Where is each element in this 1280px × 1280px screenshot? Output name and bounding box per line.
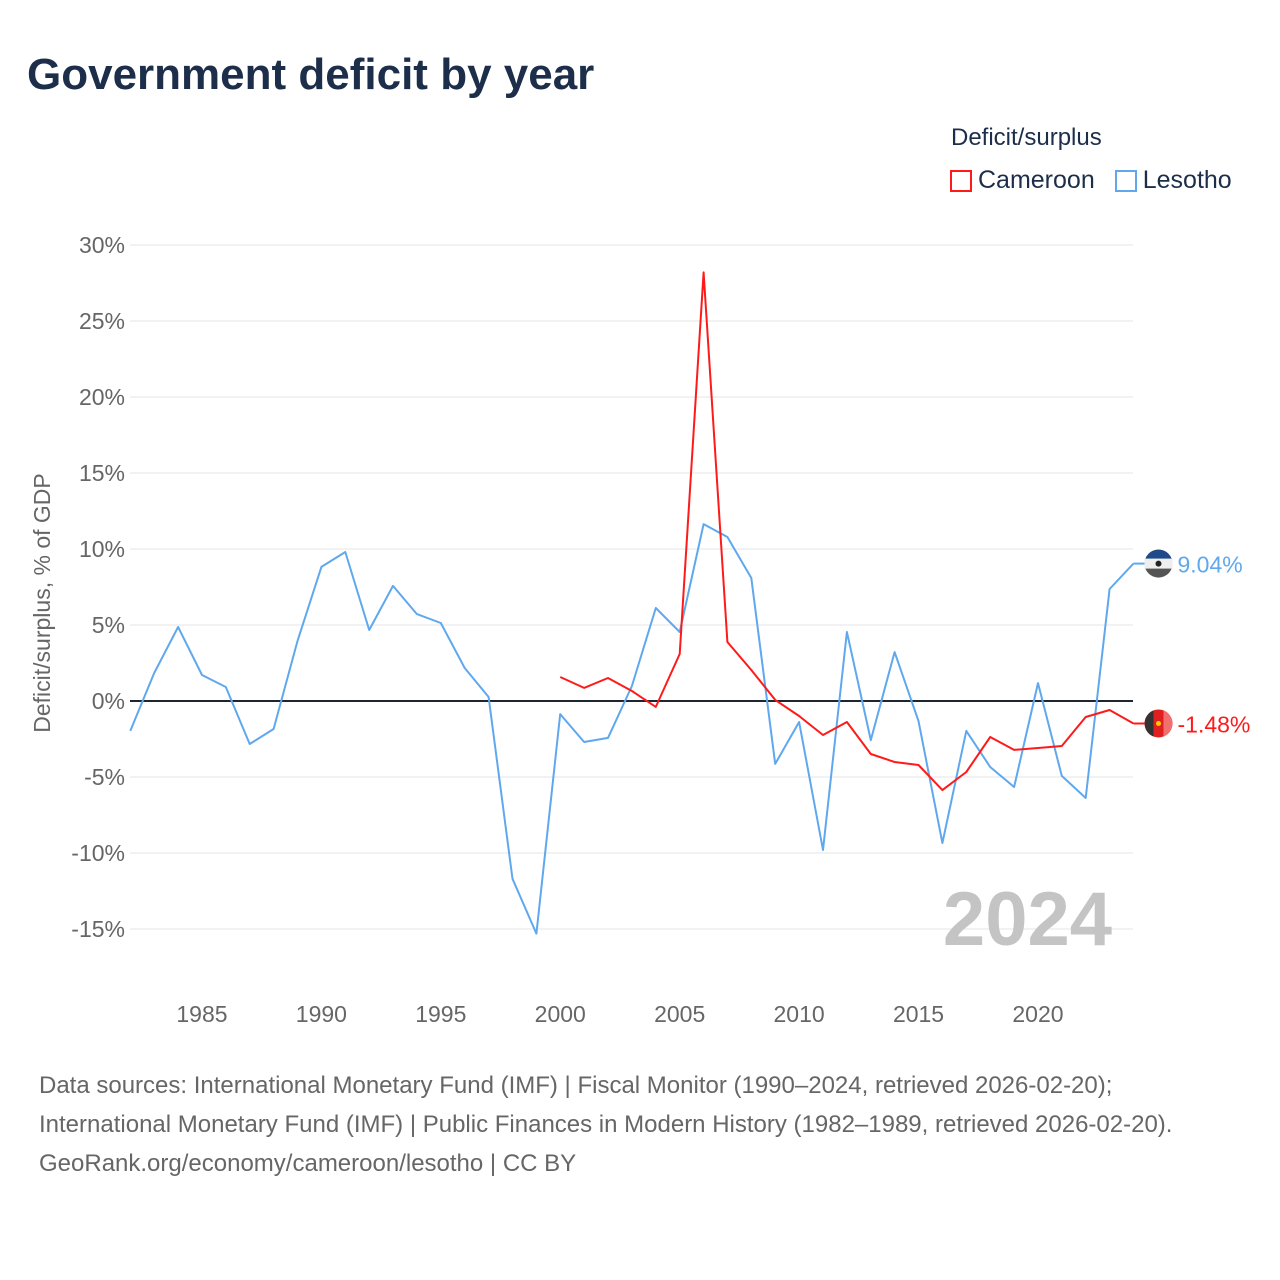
legend-label: Lesotho — [1142, 166, 1232, 194]
line-chart: 30% 25% 20% 15% 10% 5% 0% -5% -10% -15% 1985 1990 19… — [29, 232, 1251, 1027]
flag-part — [1144, 710, 1154, 737]
x-tick-label: 2020 — [1012, 1001, 1063, 1027]
x-tick-label: 1985 — [176, 1001, 227, 1027]
x-tick-label: 2015 — [893, 1001, 944, 1027]
legend-swatch-lesotho — [1114, 169, 1137, 192]
cameroon-flag-icon — [1144, 709, 1173, 738]
y-axis-label: Deficit/surplus, % of GDP — [29, 473, 55, 732]
y-tick-label: 5% — [92, 612, 125, 638]
x-tick-label: 2005 — [654, 1001, 705, 1027]
legend-swatch-cameroon — [950, 169, 972, 192]
y-tick-label: -10% — [71, 840, 125, 866]
attribution-link[interactable]: GeoRank.org/economy/cameroon/lesotho | C… — [39, 1150, 577, 1177]
y-tick-label: 15% — [79, 460, 125, 486]
y-tick-label: -5% — [84, 764, 125, 790]
x-tick-label: 2000 — [535, 1001, 586, 1027]
y-tick-label: 30% — [79, 232, 125, 258]
flag-part — [1163, 710, 1173, 737]
flag-part — [1155, 560, 1162, 567]
end-value-label: 9.04% — [1178, 552, 1243, 578]
chart-title: Government deficit by year — [27, 50, 595, 99]
x-tick-label: 2010 — [774, 1001, 825, 1027]
y-tick-label: 10% — [79, 536, 125, 562]
series-line-lesotho — [129, 523, 1135, 935]
end-value-label: -1.48% — [1178, 711, 1251, 737]
footer: Data sources: International Monetary Fun… — [39, 1066, 1239, 1183]
legend-title: Deficit/surplus — [951, 124, 1102, 151]
x-tick-label: 1995 — [415, 1001, 466, 1027]
legend-item-lesotho[interactable]: Lesotho — [1114, 166, 1232, 195]
year-watermark: 2024 — [943, 877, 1112, 962]
legend-label: Cameroon — [978, 166, 1095, 194]
flag-part — [1156, 720, 1161, 726]
lesotho-flag-icon — [1144, 549, 1173, 578]
y-tick-label: 0% — [92, 688, 125, 714]
series-line-cameroon — [559, 271, 1134, 792]
y-tick-label: 20% — [79, 384, 125, 410]
data-sources: Data sources: International Monetary Fun… — [39, 1072, 1173, 1138]
x-tick-label: 1990 — [296, 1001, 347, 1027]
legend-item-cameroon[interactable]: Cameroon — [950, 166, 1095, 195]
y-tick-label: -15% — [71, 916, 125, 942]
y-tick-label: 25% — [79, 308, 125, 334]
legend: Cameroon Lesotho — [950, 166, 1232, 195]
